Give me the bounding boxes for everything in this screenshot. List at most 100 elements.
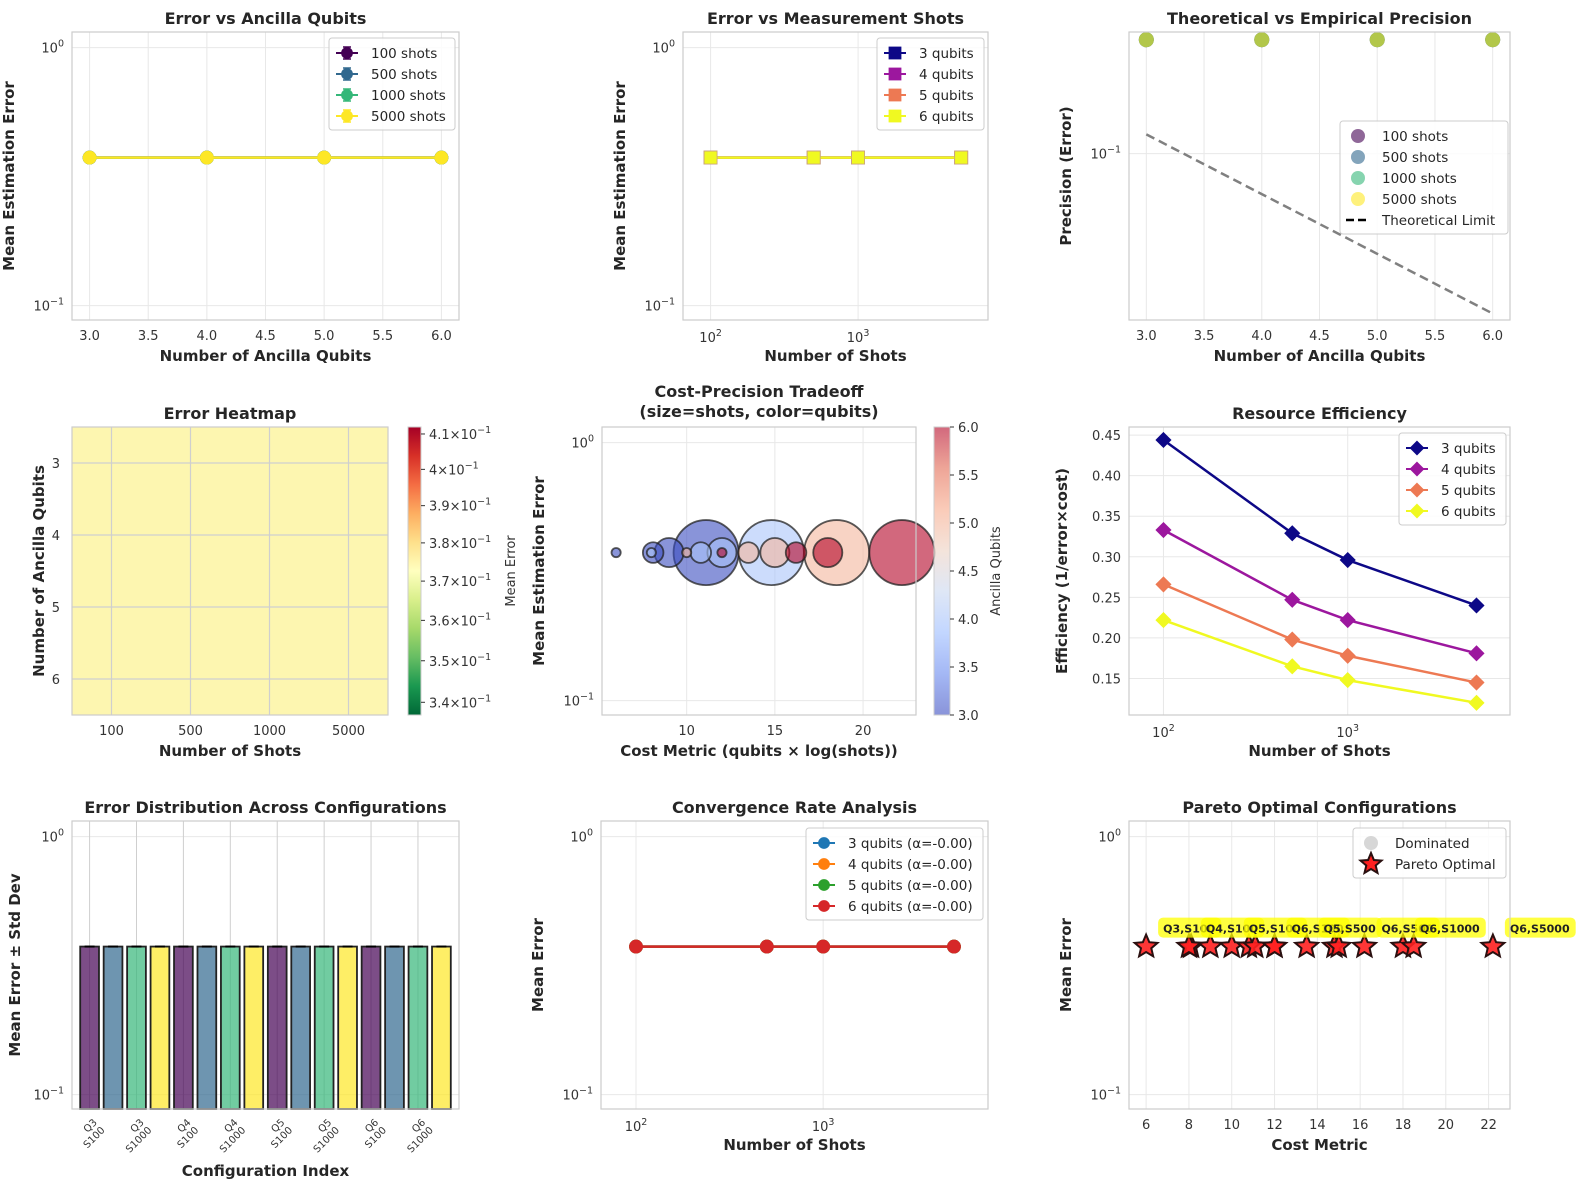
legend-label: 5 qubits (α=-0.00) [848,878,973,894]
x-tick-label: 500 [178,724,203,739]
x-tick-label: 6.0 [431,329,452,344]
x-tick-label: 8 [1185,1118,1193,1133]
annotation-box [1414,917,1486,938]
data-point [703,150,718,165]
y-tick-label: 10−1 [33,1086,64,1104]
legend-marker [888,67,902,81]
x-tick-label: 4.0 [197,329,218,344]
legend-marker [888,109,902,123]
y-axis-label: Mean Estimation Error [530,476,548,666]
y-tick-label: 0.30 [1092,551,1121,566]
legend-frame [1339,120,1509,235]
bar [196,945,218,1110]
x-tick-label: 6.0 [1482,329,1503,344]
legend-marker [1351,171,1365,185]
legend-marker [1351,150,1365,164]
panel-resource_efficiency: 102 103 0.15 0.20 0.25 0.30 0.35 0.40 0.45 Resour… [1053,404,1511,760]
axes-frame [1128,426,1511,716]
colorbar-tick-label: 3.5×10−1 [429,652,491,670]
bubble-point [737,541,760,564]
data-point [1138,32,1154,48]
series-5000-shots [1138,32,1501,48]
y-tick-label: 0.45 [1092,429,1121,444]
legend-label: Dominated [1395,836,1470,852]
panel-convergence_rate: 102 103 10−1 100 Convergence Rate Analysis Nu… [529,798,989,1154]
bar [431,945,452,1110]
legend-marker [1409,503,1425,519]
bar [266,945,288,1110]
legend-label: 6 qubits [1441,504,1496,520]
data-point [1284,525,1301,542]
legend-marker [818,858,830,870]
x-tick-label: 10 [1223,1118,1240,1133]
legend-marker [341,110,353,122]
x-tick-label: 22 [1480,1118,1497,1133]
chart-title: Pareto Optimal Configurations [1182,798,1456,817]
y-axis-label: Mean Estimation Error [0,81,18,271]
data-point [851,150,865,165]
y-tick-label: 0.25 [1092,591,1121,606]
pareto-star [1260,931,1289,959]
legend: 3 qubits 4 qubits 5 qubits 6 qubits [1398,432,1507,526]
legend-marker [818,879,830,891]
data-point [816,939,831,954]
x-tick-label: 5.5 [1425,329,1446,344]
legend-item: 500 shots [1351,150,1448,166]
chart-title: Error vs Ancilla Qubits [165,9,367,28]
y-tick-label: 6 [52,673,60,688]
x-tick-label: 5.5 [372,329,393,344]
colorbar-tick-label: 3.6×10−1 [429,611,491,629]
data-point [199,150,214,165]
pareto-star [1132,932,1160,959]
x-tick-label: 4.5 [1309,329,1330,344]
legend: 100 shots 500 shots 1000 shots 5000 shots [328,37,456,131]
panel-cost_precision: 10 15 20 10−1 100 Cost-Precision Tradeoff(siz… [530,382,1004,760]
x-tick-label: 6 [1142,1118,1150,1133]
bubble-point [645,547,657,559]
x-axis-label: Cost Metric (qubits × log(shots)) [620,742,898,760]
data-point [1339,672,1356,689]
data-point [82,150,97,165]
axes-frame [71,31,460,321]
y-tick-label: 0.15 [1092,672,1121,687]
y-axis-label: Efficiency (1/error×cost) [1053,468,1071,674]
chart-title: Error vs Measurement Shots [707,9,964,28]
bar [173,945,194,1110]
legend: Dominated Pareto Optimal [1352,827,1507,879]
data-point [1284,631,1301,648]
legend-item: 100 shots [1351,129,1448,145]
x-axis-label: Number of Shots [764,347,906,365]
colorbar-tick-label: 4×10−1 [429,460,479,478]
bar [290,945,311,1110]
y-tick-label: 0.20 [1092,632,1121,647]
legend-item: 5 qubits [884,88,974,104]
legend-marker [1409,482,1425,498]
colorbar-label: Ancilla Qubits [989,526,1004,616]
y-tick-label: 10−1 [1090,1086,1121,1104]
pareto-star [1350,931,1379,959]
legend-item: 3 qubits [884,46,974,62]
x-axis-label: Cost Metric [1271,1136,1367,1154]
x-tick-label: 3.0 [79,329,100,344]
data-point [1369,32,1385,48]
chart-subtitle: (size=shots, color=qubits) [639,402,878,421]
y-tick-label: 100 [570,828,593,846]
pareto-points [1132,931,1507,959]
x-axis-label: Number of Shots [723,1136,865,1154]
legend-item: 500 shots [336,67,437,83]
legend-item: 6 qubits (α=-0.00) [813,899,973,915]
bubble-point [716,547,728,559]
legend-label: Pareto Optimal [1395,857,1496,873]
legend-frame [328,37,456,131]
data-point [1468,645,1485,662]
y-axis-label: Mean Error [1057,917,1075,1011]
colorbar: 3.0 3.5 4.0 4.5 5.0 5.5 6.0 Ancilla Qubits [933,421,1004,724]
data-point [1339,612,1356,629]
legend-marker [341,68,353,80]
series-line [1162,528,1477,655]
series-6-qubits [1155,612,1485,711]
